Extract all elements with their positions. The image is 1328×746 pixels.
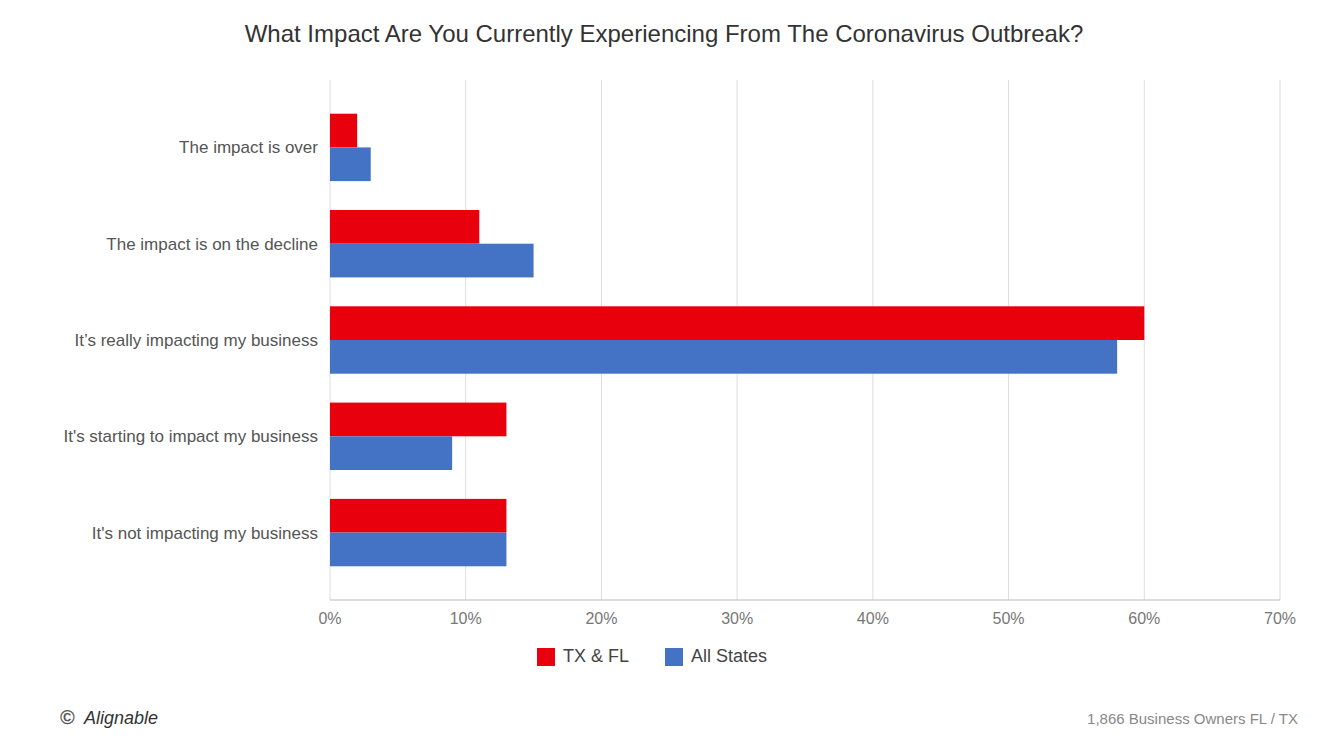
- bars: [330, 114, 1144, 567]
- tick-label: 20%: [585, 610, 617, 627]
- tick-label: 60%: [1128, 610, 1160, 627]
- title: What Impact Are You Currently Experienci…: [245, 20, 1084, 47]
- grid-line: [1280, 80, 1281, 600]
- bar: [330, 533, 506, 567]
- legend-label: TX & FL: [563, 646, 629, 666]
- bar: [330, 210, 479, 244]
- bar: [330, 114, 357, 148]
- bar: [330, 306, 1144, 340]
- legend-label: All States: [691, 646, 767, 666]
- tick-label: 10%: [450, 610, 482, 627]
- bar: [330, 436, 452, 470]
- tick-label: 50%: [993, 610, 1025, 627]
- x-axis-line: [330, 600, 1280, 601]
- footer-source: 1,866 Business Owners FL / TX: [1087, 710, 1298, 727]
- bar: [330, 403, 506, 437]
- bar: [330, 244, 534, 278]
- tick-label: 0%: [318, 610, 341, 627]
- category-label: It’s really impacting my business: [75, 331, 318, 350]
- tick-label: 70%: [1264, 610, 1296, 627]
- chart: What Impact Are You Currently Experienci…: [0, 0, 1328, 746]
- footer-icon: ©: [60, 706, 75, 728]
- bar: [330, 499, 506, 533]
- tick-label: 30%: [721, 610, 753, 627]
- category-label: It's not impacting my business: [92, 524, 318, 543]
- grid: [330, 80, 1280, 600]
- legend: TX & FL All States: [537, 646, 767, 666]
- bar: [330, 340, 1117, 374]
- tick-label: 40%: [857, 610, 889, 627]
- bar: [330, 147, 371, 181]
- legend-swatch: [665, 648, 683, 666]
- category-label: It's starting to impact my business: [63, 427, 318, 446]
- footer-brand: Alignable: [83, 708, 158, 728]
- category-label: The impact is on the decline: [106, 235, 318, 254]
- legend-swatch: [537, 648, 555, 666]
- category-label: The impact is over: [179, 138, 318, 157]
